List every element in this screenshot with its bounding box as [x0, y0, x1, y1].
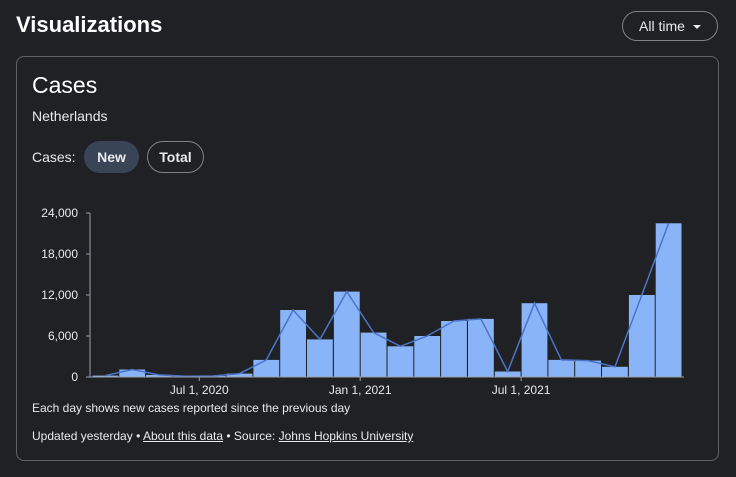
footer-separator: • [136, 429, 141, 443]
x-tick-label: Jul 1, 2020 [170, 383, 229, 397]
time-range-dropdown[interactable]: All time [622, 11, 718, 41]
y-tick-label: 12,000 [41, 288, 78, 302]
bar-2021-05 [468, 318, 494, 377]
source-link[interactable]: Johns Hopkins University [278, 429, 414, 443]
y-tick-label: 6,000 [48, 329, 78, 343]
bar-2021-04 [441, 321, 467, 377]
bar-2020-04 [119, 369, 146, 377]
y-tick-label: 18,000 [41, 247, 78, 261]
cases-toggle-label: Cases: [32, 149, 76, 165]
bar-2020-11 [307, 339, 333, 377]
bar-2021-02 [387, 346, 414, 378]
bar-2021-11 [628, 295, 655, 377]
bar-2021-09 [575, 360, 601, 377]
bar-2021-08 [548, 359, 575, 377]
bar-2020-08 [226, 373, 253, 377]
cases-chart: 0 6,000 12,000 18,000 24,000 Jul 1, 2020 Jan 1… [41, 206, 684, 397]
bar-2021-03 [414, 336, 441, 377]
cases-card [16, 56, 719, 461]
chart-caption: Each day shows new cases reported since … [32, 401, 351, 415]
bar-2020-03 [92, 375, 119, 377]
bar-2021-07 [521, 303, 548, 377]
new-cases-chip[interactable]: New [84, 141, 139, 173]
bar-2021-10 [602, 366, 628, 378]
chart-footer: Updated yesterday • About this data • So… [32, 429, 413, 443]
chevron-down-icon [692, 25, 701, 29]
bar-2021-12 [655, 223, 682, 378]
total-cases-chip[interactable]: Total [147, 141, 204, 173]
series-line [105, 223, 670, 378]
updated-text: Updated yesterday [32, 429, 133, 443]
source-label: Source: [233, 429, 276, 443]
about-data-link[interactable]: About this data [142, 429, 224, 443]
y-tick-label: 24,000 [41, 206, 78, 220]
card-title: Cases [32, 72, 98, 98]
card-subtitle: Netherlands [32, 108, 108, 124]
bar-2021-06 [494, 371, 521, 377]
y-tick-label: 0 [71, 370, 78, 384]
bar-2020-10 [280, 310, 306, 377]
x-tick-label: Jan 1, 2021 [329, 383, 392, 397]
bar-2020-05 [146, 374, 172, 377]
time-range-label: All time [639, 18, 685, 34]
bar-2021-01 [360, 332, 387, 377]
x-tick-label: Jul 1, 2021 [492, 383, 551, 397]
bar-2020-09 [253, 359, 280, 377]
footer-separator-2: • [226, 429, 231, 443]
page-title: Visualizations [16, 12, 163, 37]
